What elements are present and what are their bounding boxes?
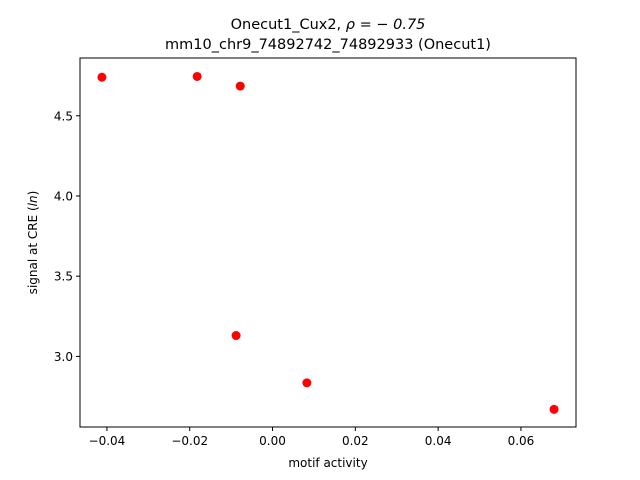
y-tick-label: 3.0	[54, 350, 73, 364]
y-axis: 3.0 3.5 4.0 4.5	[54, 109, 80, 364]
chart-title-line2: mm10_chr9_74892742_74892933 (Onecut1)	[165, 37, 491, 53]
y-tick-label: 3.5	[54, 270, 73, 284]
x-tick-label: 0.04	[425, 434, 452, 448]
data-point	[192, 71, 202, 81]
axes-frame	[79, 57, 577, 428]
chart-title-rho: ρ = − 0.75	[346, 17, 426, 33]
y-tick-label: 4.0	[54, 189, 73, 203]
x-tick-label: 0.00	[259, 434, 286, 448]
data-point	[549, 404, 559, 414]
x-tick-label: 0.02	[342, 434, 369, 448]
chart-title-line1: Onecut1_Cux2, ρ = − 0.75	[231, 17, 426, 33]
x-tick-label: −0.02	[171, 434, 208, 448]
data-point	[235, 81, 245, 91]
y-axis-label-italic: ln	[26, 195, 40, 206]
x-tick-label: 0.06	[508, 434, 535, 448]
x-tick-label: −0.04	[89, 434, 126, 448]
x-axis-label: motif activity	[288, 456, 367, 470]
chart-title-main: Onecut1_Cux2,	[231, 17, 346, 33]
data-point	[231, 331, 241, 341]
x-axis: −0.04 −0.02 0.00 0.02 0.04 0.06	[89, 427, 535, 448]
plot-area	[79, 57, 577, 428]
y-axis-label-prefix: signal at CRE (	[26, 206, 40, 294]
data-point	[97, 72, 107, 82]
data-series	[97, 71, 559, 414]
y-axis-label: signal at CRE (ln)	[26, 191, 40, 295]
y-tick-label: 4.5	[54, 109, 73, 123]
y-axis-label-suffix: )	[26, 191, 40, 196]
data-point	[302, 378, 312, 388]
